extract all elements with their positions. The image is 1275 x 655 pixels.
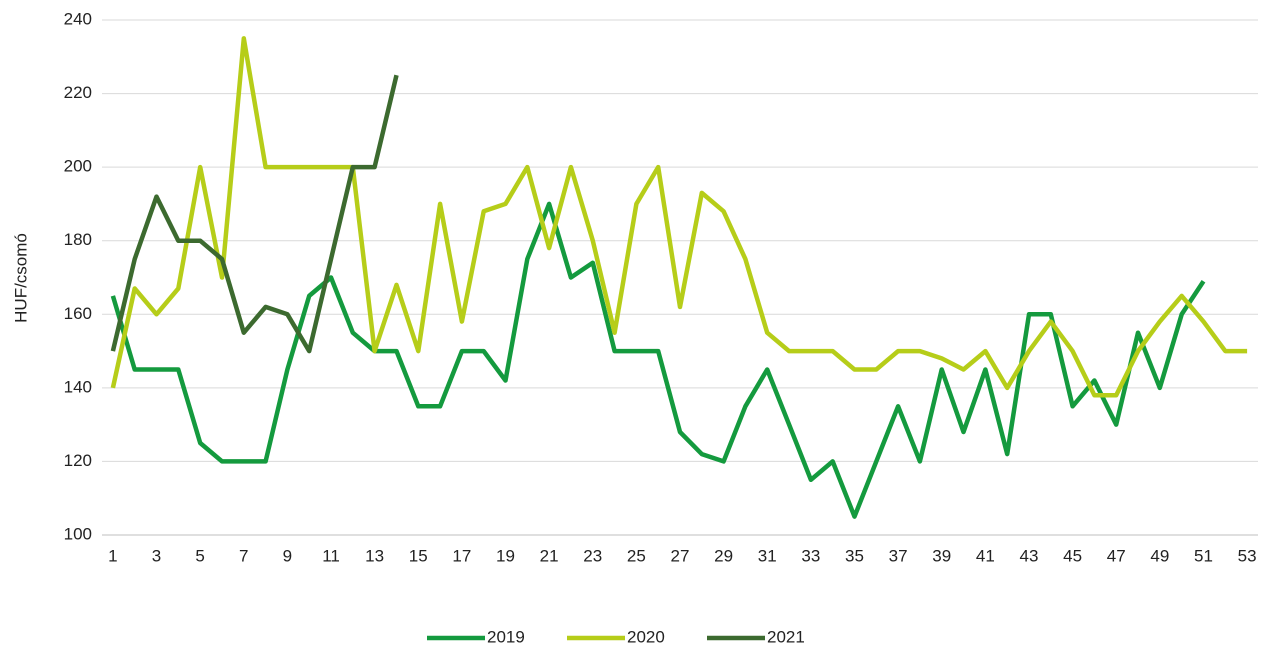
x-tick-label: 53 xyxy=(1238,546,1257,565)
x-tick-label: 35 xyxy=(845,546,864,565)
series-line xyxy=(110,36,1248,398)
y-tick-label: 100 xyxy=(64,524,92,543)
legend-label: 2019 xyxy=(487,627,525,646)
x-tick-label: 43 xyxy=(1020,546,1039,565)
x-tick-label: 21 xyxy=(540,546,559,565)
x-tick-label: 17 xyxy=(452,546,471,565)
y-tick-label: 180 xyxy=(64,230,92,249)
x-tick-label: 27 xyxy=(671,546,690,565)
series-line xyxy=(110,74,399,354)
x-tick-label: 39 xyxy=(932,546,951,565)
y-tick-label: 220 xyxy=(64,83,92,102)
y-tick-label: 120 xyxy=(64,451,92,470)
x-tick-label: 29 xyxy=(714,546,733,565)
x-tick-label: 5 xyxy=(195,546,204,565)
x-tick-label: 9 xyxy=(283,546,292,565)
x-tick-label: 33 xyxy=(801,546,820,565)
y-tick-label: 200 xyxy=(64,157,92,176)
legend-label: 2020 xyxy=(627,627,665,646)
x-tick-label: 11 xyxy=(322,546,340,565)
x-tick-label: 13 xyxy=(365,546,384,565)
x-tick-label: 51 xyxy=(1194,546,1213,565)
x-tick-label: 25 xyxy=(627,546,646,565)
y-tick-label: 160 xyxy=(64,304,92,323)
x-tick-label: 7 xyxy=(239,546,248,565)
x-tick-label: 23 xyxy=(583,546,602,565)
legend-label: 2021 xyxy=(767,627,805,646)
series-line xyxy=(110,201,1206,519)
x-tick-label: 19 xyxy=(496,546,515,565)
y-tick-label: 240 xyxy=(64,9,92,28)
x-tick-label: 37 xyxy=(889,546,908,565)
y-tick-label: 140 xyxy=(64,377,92,396)
x-tick-label: 15 xyxy=(409,546,428,565)
y-axis-label: HUF/csomó xyxy=(11,233,30,323)
x-tick-label: 31 xyxy=(758,546,777,565)
x-tick-label: 49 xyxy=(1150,546,1169,565)
x-tick-label: 41 xyxy=(976,546,995,565)
x-tick-label: 1 xyxy=(108,546,117,565)
x-tick-label: 3 xyxy=(152,546,161,565)
x-tick-label: 47 xyxy=(1107,546,1126,565)
x-tick-label: 45 xyxy=(1063,546,1082,565)
